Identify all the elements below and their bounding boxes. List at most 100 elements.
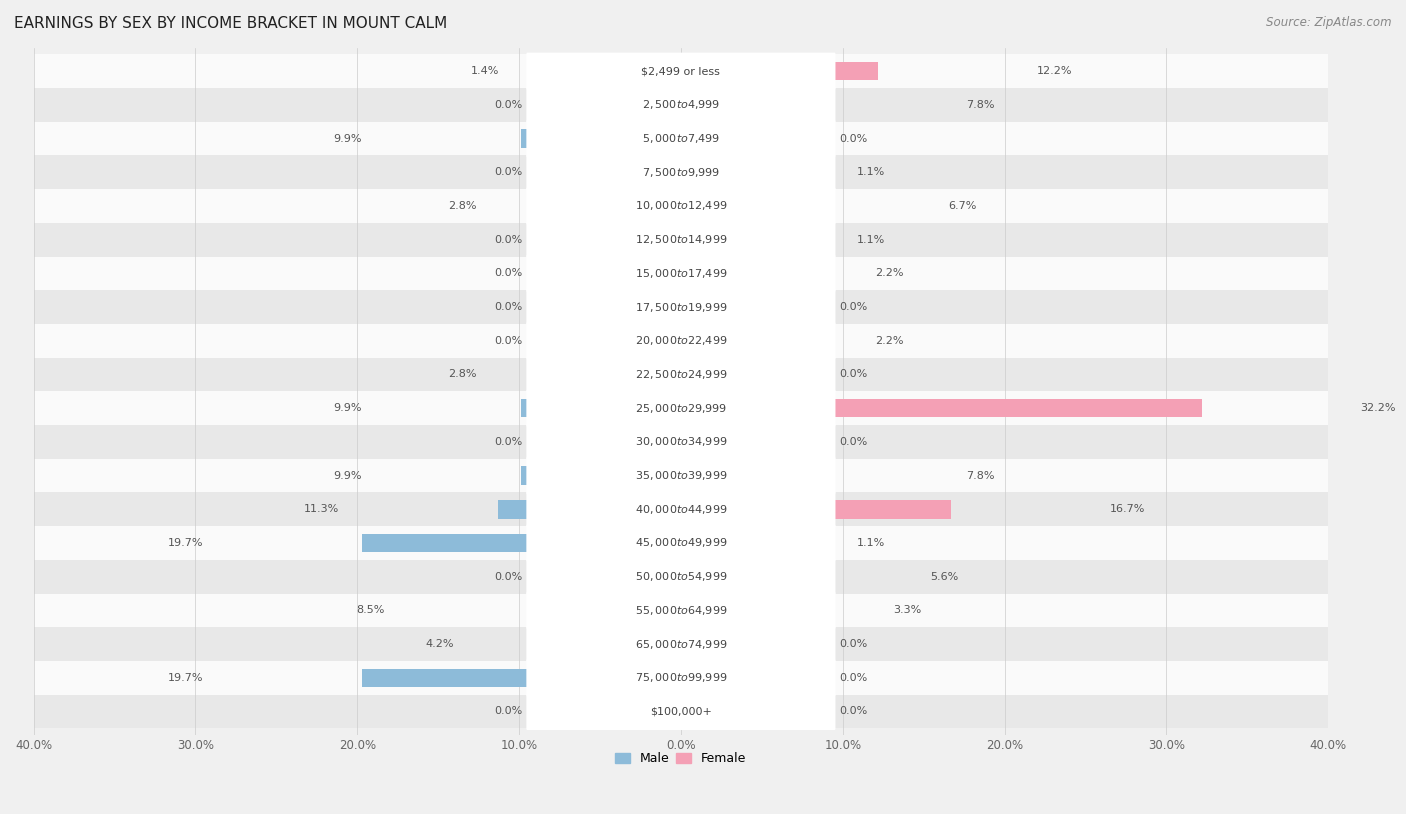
Text: 0.0%: 0.0% <box>839 437 868 447</box>
Bar <box>527 668 681 687</box>
FancyBboxPatch shape <box>526 221 835 258</box>
Bar <box>681 331 835 350</box>
Text: 4.2%: 4.2% <box>426 639 454 649</box>
Text: 9.9%: 9.9% <box>333 133 363 143</box>
Text: 0.0%: 0.0% <box>839 639 868 649</box>
Bar <box>520 399 835 418</box>
Text: 0.0%: 0.0% <box>494 100 522 110</box>
Bar <box>681 95 835 114</box>
Text: $2,499 or less: $2,499 or less <box>641 66 720 77</box>
Bar <box>34 324 1329 357</box>
Text: $45,000 to $49,999: $45,000 to $49,999 <box>634 536 727 549</box>
Text: 2.2%: 2.2% <box>875 335 904 346</box>
Bar <box>34 55 1329 88</box>
Text: $40,000 to $44,999: $40,000 to $44,999 <box>634 503 727 516</box>
Bar <box>34 526 1329 560</box>
Bar <box>636 197 835 215</box>
Bar <box>527 567 772 586</box>
Bar <box>34 88 1329 122</box>
Bar <box>34 291 1329 324</box>
Text: $22,500 to $24,999: $22,500 to $24,999 <box>634 368 727 381</box>
Text: $25,000 to $29,999: $25,000 to $29,999 <box>634 401 727 414</box>
Bar <box>527 500 952 519</box>
Bar <box>681 264 835 282</box>
Bar <box>498 500 835 519</box>
Bar <box>681 432 835 451</box>
Text: 0.0%: 0.0% <box>494 302 522 312</box>
Bar <box>34 357 1329 392</box>
FancyBboxPatch shape <box>526 659 835 696</box>
Bar <box>34 593 1329 628</box>
Text: 0.0%: 0.0% <box>839 302 868 312</box>
FancyBboxPatch shape <box>526 457 835 494</box>
Text: 3.3%: 3.3% <box>893 606 921 615</box>
Text: 7.8%: 7.8% <box>966 100 994 110</box>
Bar <box>658 62 835 81</box>
Bar <box>34 256 1329 291</box>
Bar <box>681 567 835 586</box>
Text: 6.7%: 6.7% <box>948 201 976 211</box>
Bar <box>681 298 835 317</box>
FancyBboxPatch shape <box>526 625 835 663</box>
Bar <box>34 425 1329 459</box>
Text: $100,000+: $100,000+ <box>650 707 711 716</box>
FancyBboxPatch shape <box>526 322 835 359</box>
Text: 2.2%: 2.2% <box>875 269 904 278</box>
Text: 0.0%: 0.0% <box>494 707 522 716</box>
FancyBboxPatch shape <box>526 558 835 595</box>
Bar <box>34 459 1329 492</box>
Bar <box>520 129 835 148</box>
Text: $20,000 to $22,499: $20,000 to $22,499 <box>634 335 727 348</box>
Bar <box>527 365 681 383</box>
Bar <box>527 197 789 215</box>
Text: $75,000 to $99,999: $75,000 to $99,999 <box>634 672 727 685</box>
Text: $35,000 to $39,999: $35,000 to $39,999 <box>634 469 727 482</box>
Bar <box>527 466 807 485</box>
Text: 1.1%: 1.1% <box>858 167 886 177</box>
Text: $50,000 to $54,999: $50,000 to $54,999 <box>634 570 727 583</box>
Bar <box>527 432 681 451</box>
FancyBboxPatch shape <box>526 390 835 427</box>
FancyBboxPatch shape <box>526 288 835 326</box>
Text: 2.8%: 2.8% <box>449 370 477 379</box>
Text: 8.5%: 8.5% <box>356 606 385 615</box>
FancyBboxPatch shape <box>526 524 835 562</box>
Text: $55,000 to $64,999: $55,000 to $64,999 <box>634 604 727 617</box>
Bar <box>363 668 835 687</box>
Text: $2,500 to $4,999: $2,500 to $4,999 <box>641 98 720 112</box>
FancyBboxPatch shape <box>526 356 835 393</box>
Text: 0.0%: 0.0% <box>494 269 522 278</box>
Bar <box>527 62 879 81</box>
Bar <box>681 163 835 182</box>
FancyBboxPatch shape <box>526 187 835 225</box>
Text: 9.9%: 9.9% <box>333 470 363 480</box>
Text: 0.0%: 0.0% <box>839 370 868 379</box>
Bar <box>34 492 1329 526</box>
Bar <box>527 635 681 654</box>
Text: 7.8%: 7.8% <box>966 470 994 480</box>
Bar <box>527 298 681 317</box>
Text: 12.2%: 12.2% <box>1038 66 1073 77</box>
Text: 1.4%: 1.4% <box>471 66 499 77</box>
Text: 5.6%: 5.6% <box>931 571 959 582</box>
Bar <box>34 628 1329 661</box>
Text: $65,000 to $74,999: $65,000 to $74,999 <box>634 637 727 650</box>
FancyBboxPatch shape <box>526 255 835 292</box>
Bar <box>527 95 807 114</box>
Bar <box>613 635 835 654</box>
Text: 11.3%: 11.3% <box>304 505 339 514</box>
Bar <box>543 601 835 619</box>
Bar <box>34 560 1329 593</box>
Text: $5,000 to $7,499: $5,000 to $7,499 <box>641 132 720 145</box>
Bar <box>527 399 1202 418</box>
FancyBboxPatch shape <box>526 693 835 730</box>
Bar <box>527 129 681 148</box>
Text: 0.0%: 0.0% <box>839 707 868 716</box>
Text: $10,000 to $12,499: $10,000 to $12,499 <box>634 199 727 212</box>
Text: 19.7%: 19.7% <box>167 538 204 548</box>
Text: 0.0%: 0.0% <box>494 234 522 245</box>
Bar <box>527 264 717 282</box>
Text: 0.0%: 0.0% <box>494 571 522 582</box>
Bar <box>34 694 1329 729</box>
Text: 0.0%: 0.0% <box>839 673 868 683</box>
